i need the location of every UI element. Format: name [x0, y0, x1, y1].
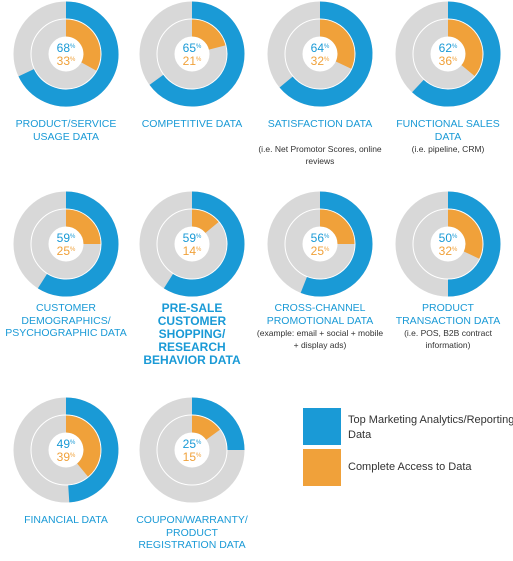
- donut-rings: [267, 1, 373, 107]
- orange-arc: [319, 209, 355, 245]
- blue-value-label: 62%: [438, 41, 458, 55]
- donut-rings: [13, 397, 119, 503]
- blue-value-label: 64%: [310, 41, 330, 55]
- donut-chart: 65% 21% COMPETITIVE DATA: [128, 0, 256, 165]
- donut-chart: 25% 15% COUPON/WARRANTY/ PRODUCT REGISTRAT…: [128, 396, 256, 561]
- donut-rings: [139, 1, 245, 107]
- orange-value-label: 15%: [182, 450, 202, 464]
- blue-arc: [163, 191, 245, 297]
- donut-chart: 64% 32% SATISFACTION DATA (i.e. Net Promoto…: [256, 0, 384, 166]
- orange-value-label: 32%: [438, 244, 458, 258]
- donut-center: [175, 227, 209, 261]
- orange-arc: [191, 209, 219, 234]
- orange-arc: [447, 209, 483, 259]
- donut-rings: [267, 191, 373, 297]
- orange-arc: [65, 209, 101, 245]
- donut-center: [431, 37, 465, 71]
- legend-label-orange: Complete Access to Data: [348, 461, 472, 473]
- blue-arc: [18, 1, 119, 107]
- category-label: CUSTOMER DEMOGRAPHICS/ PSYCHOGRAPHIC DAT…: [5, 302, 127, 339]
- blue-value-label: 56%: [310, 231, 330, 245]
- donut-center: [303, 227, 337, 261]
- category-label: COMPETITIVE DATA: [141, 118, 243, 130]
- donut-rings: [139, 191, 245, 297]
- orange-value-label: 36%: [438, 54, 458, 68]
- blue-value-label: 68%: [56, 41, 76, 55]
- category-label: CROSS-CHANNEL PROMOTIONAL DATA: [266, 302, 374, 327]
- category-label: COUPON/WARRANTY/ PRODUCT REGISTRATION DA…: [136, 514, 248, 551]
- donut-center: [49, 227, 83, 261]
- donut-chart: 62% 36% FUNCTIONAL SALES DATA (i.e. pipelin…: [384, 0, 512, 165]
- orange-arc: [319, 19, 355, 69]
- donut-rings: [395, 1, 501, 107]
- donut-chart: 50% 32% PRODUCT TRANSACTION DATA (i.e. POS,…: [384, 190, 512, 355]
- orange-value-label: 39%: [56, 450, 76, 464]
- category-label: SATISFACTION DATA: [267, 118, 373, 130]
- category-label: PRODUCT TRANSACTION DATA: [395, 302, 501, 327]
- orange-value-label: 14%: [182, 244, 202, 258]
- category-note: (example: email + social + mobile + disp…: [256, 328, 384, 350]
- orange-value-label: 32%: [310, 54, 330, 68]
- blue-arc: [65, 397, 119, 503]
- donut-center: [431, 227, 465, 261]
- donut-chart: 59% 14% PRE-SALE CUSTOMER SHOPPING/ RESEAR…: [128, 190, 256, 367]
- blue-arc: [149, 1, 245, 107]
- donut-center: [49, 37, 83, 71]
- category-label: FUNCTIONAL SALES DATA: [396, 118, 500, 143]
- category-note: (i.e. pipeline, CRM): [411, 144, 485, 154]
- blue-value-label: 59%: [56, 231, 76, 245]
- donut-chart: 49% 39% FINANCIAL DATA: [2, 396, 130, 561]
- category-label: FINANCIAL DATA: [24, 514, 108, 526]
- donut-rings: [395, 191, 501, 297]
- legend-swatch-blue: [303, 408, 341, 445]
- legend-swatch-orange: [303, 449, 341, 486]
- category-note: (i.e. Net Promotor Scores, online review…: [258, 144, 382, 166]
- category-label: PRODUCT/SERVICE USAGE DATA: [15, 118, 117, 143]
- blue-arc: [447, 191, 501, 297]
- donut-chart: 68% 33% PRODUCT/SERVICE USAGE DATA: [2, 0, 130, 165]
- orange-arc: [65, 415, 101, 477]
- orange-value-label: 25%: [310, 244, 330, 258]
- donut-rings: [13, 191, 119, 297]
- orange-value-label: 33%: [56, 54, 76, 68]
- orange-arc: [447, 19, 483, 76]
- donut-chart: 56% 25% CROSS-CHANNEL PROMOTIONAL DATA (exa…: [256, 190, 384, 355]
- donut-rings: [13, 1, 119, 107]
- category-note: (i.e. POS, B2B contract information): [404, 328, 492, 350]
- donut-center: [49, 433, 83, 467]
- donut-center: [175, 433, 209, 467]
- blue-arc: [412, 1, 501, 107]
- donut-chart: 59% 25% CUSTOMER DEMOGRAPHICS/ PSYCHOGRAPH…: [2, 190, 130, 355]
- blue-value-label: 65%: [182, 41, 202, 55]
- blue-value-label: 49%: [56, 437, 76, 451]
- blue-value-label: 50%: [438, 231, 458, 245]
- orange-value-label: 21%: [182, 54, 202, 68]
- legend-label-blue: Top Marketing Analytics/Reporting Data: [348, 414, 513, 441]
- donut-rings: [139, 397, 245, 503]
- orange-arc: [191, 19, 226, 51]
- blue-arc: [37, 191, 119, 297]
- donut-center: [303, 37, 337, 71]
- blue-arc: [300, 191, 373, 297]
- blue-value-label: 25%: [182, 437, 202, 451]
- category-label: PRE-SALE CUSTOMER SHOPPING/ RESEARCH BEH…: [143, 301, 241, 367]
- orange-arc: [191, 415, 220, 441]
- blue-arc: [279, 1, 373, 107]
- blue-value-label: 59%: [182, 231, 202, 245]
- donut-center: [175, 37, 209, 71]
- blue-arc: [191, 397, 245, 451]
- orange-value-label: 25%: [56, 244, 76, 258]
- orange-arc: [65, 19, 101, 71]
